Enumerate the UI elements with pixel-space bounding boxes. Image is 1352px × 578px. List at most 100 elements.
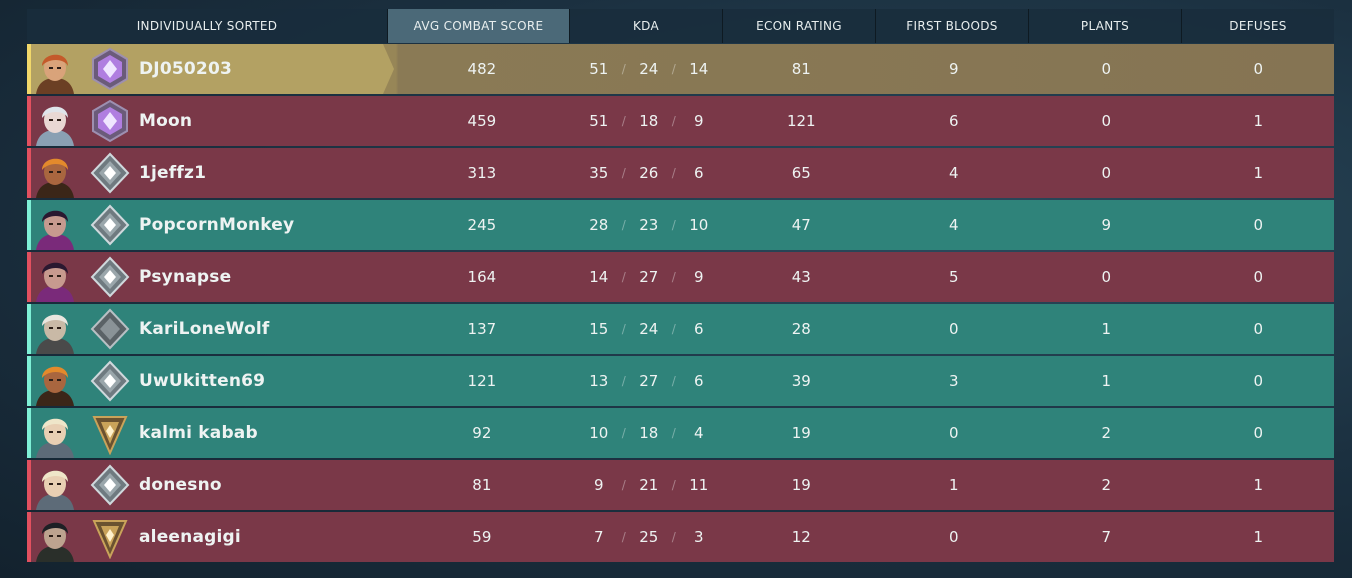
player-name[interactable]: KariLoneWolf bbox=[139, 319, 270, 339]
player-row-6[interactable]: UwUkitten69 121 13 / 27 / 6 39 3 1 0 bbox=[27, 356, 1334, 406]
first-bloods-value: 4 bbox=[948, 164, 959, 182]
ascendant-rank-icon bbox=[85, 44, 135, 94]
kda-separator: / bbox=[671, 374, 676, 388]
player-name[interactable]: aleenagigi bbox=[139, 527, 241, 547]
header-defuses[interactable]: DEFUSES bbox=[1182, 9, 1334, 43]
header-econ[interactable]: ECON RATING bbox=[723, 9, 876, 43]
first-bloods-value: 0 bbox=[948, 320, 959, 338]
acs-value: 164 bbox=[467, 268, 497, 286]
player-name[interactable]: 1jeffz1 bbox=[139, 163, 207, 183]
header-acs[interactable]: AVG COMBAT SCORE bbox=[388, 9, 570, 43]
defuses-value: 0 bbox=[1253, 268, 1263, 286]
kda-separator: / bbox=[671, 114, 676, 128]
player-rows: DJ050203 482 51 / 24 / 14 81 9 0 0 Moon … bbox=[27, 44, 1334, 562]
acs-value: 137 bbox=[467, 320, 497, 338]
deaths-value: 21 bbox=[639, 476, 659, 494]
acs-value: 245 bbox=[467, 216, 497, 234]
player-row-1[interactable]: Moon 459 51 / 18 / 9 121 6 0 1 bbox=[27, 96, 1334, 146]
kda-separator: / bbox=[621, 374, 626, 388]
kda-value: 13 / 27 / 6 bbox=[573, 372, 725, 390]
kda-value: 10 / 18 / 4 bbox=[573, 424, 725, 442]
player-row-3[interactable]: PopcornMonkey 245 28 / 23 / 10 47 4 9 0 bbox=[27, 200, 1334, 250]
scoreboard: INDIVIDUALLY SORTED AVG COMBAT SCORE KDA… bbox=[27, 9, 1334, 564]
header-plants[interactable]: PLANTS bbox=[1029, 9, 1182, 43]
kills-value: 28 bbox=[589, 216, 609, 234]
player-name[interactable]: Psynapse bbox=[139, 267, 232, 287]
assists-value: 6 bbox=[694, 164, 704, 182]
kda-separator: / bbox=[621, 426, 626, 440]
kills-value: 14 bbox=[589, 268, 609, 286]
player-row-5[interactable]: KariLoneWolf 137 15 / 24 / 6 28 0 1 0 bbox=[27, 304, 1334, 354]
assists-value: 4 bbox=[694, 424, 704, 442]
acs-value: 59 bbox=[472, 528, 492, 546]
plants-value: 0 bbox=[1101, 268, 1112, 286]
kills-value: 9 bbox=[594, 476, 604, 494]
deaths-value: 27 bbox=[639, 268, 659, 286]
deaths-value: 26 bbox=[639, 164, 659, 182]
econ-value: 47 bbox=[791, 216, 811, 234]
kda-separator: / bbox=[621, 270, 626, 284]
kda-value: 28 / 23 / 10 bbox=[573, 216, 725, 234]
player-row-7[interactable]: kalmi kabab 92 10 / 18 / 4 19 0 2 0 bbox=[27, 408, 1334, 458]
kills-value: 35 bbox=[589, 164, 609, 182]
header-first-bloods[interactable]: FIRST BLOODS bbox=[876, 9, 1029, 43]
deaths-value: 24 bbox=[639, 320, 659, 338]
kda-value: 51 / 18 / 9 bbox=[573, 112, 725, 130]
first-bloods-value: 1 bbox=[948, 476, 959, 494]
gold-rank-icon bbox=[85, 512, 135, 562]
first-bloods-value: 5 bbox=[948, 268, 959, 286]
acs-value: 459 bbox=[467, 112, 497, 130]
first-bloods-value: 9 bbox=[948, 60, 959, 78]
kda-value: 51 / 24 / 14 bbox=[573, 60, 725, 78]
player-name[interactable]: UwUkitten69 bbox=[139, 371, 266, 391]
assists-value: 9 bbox=[694, 268, 704, 286]
plants-value: 9 bbox=[1101, 216, 1112, 234]
player-name[interactable]: DJ050203 bbox=[139, 59, 233, 79]
player-row-8[interactable]: donesno 81 9 / 21 / 11 19 1 2 1 bbox=[27, 460, 1334, 510]
plants-value: 2 bbox=[1101, 476, 1112, 494]
header-kda[interactable]: KDA bbox=[570, 9, 723, 43]
player-row-4[interactable]: Psynapse 164 14 / 27 / 9 43 5 0 0 bbox=[27, 252, 1334, 302]
econ-value: 39 bbox=[791, 372, 811, 390]
ascendant-rank-icon bbox=[85, 96, 135, 146]
player-row-2[interactable]: 1jeffz1 313 35 / 26 / 6 65 4 0 1 bbox=[27, 148, 1334, 198]
player-name[interactable]: Moon bbox=[139, 111, 193, 131]
assists-value: 6 bbox=[694, 372, 704, 390]
econ-value: 43 bbox=[791, 268, 811, 286]
defuses-value: 1 bbox=[1253, 164, 1263, 182]
kda-separator: / bbox=[621, 114, 626, 128]
platinum-rank-icon bbox=[85, 252, 135, 302]
econ-value: 19 bbox=[791, 424, 811, 442]
deaths-value: 25 bbox=[639, 528, 659, 546]
reyna-portrait bbox=[31, 252, 79, 302]
reyna-portrait bbox=[31, 200, 79, 250]
kda-value: 9 / 21 / 11 bbox=[573, 476, 725, 494]
assists-value: 11 bbox=[689, 476, 709, 494]
plants-value: 0 bbox=[1101, 112, 1112, 130]
kda-separator: / bbox=[671, 166, 676, 180]
kda-value: 14 / 27 / 9 bbox=[573, 268, 725, 286]
player-name[interactable]: donesno bbox=[139, 475, 222, 495]
defuses-value: 0 bbox=[1253, 372, 1263, 390]
acs-value: 313 bbox=[467, 164, 497, 182]
kda-separator: / bbox=[621, 530, 626, 544]
plants-value: 1 bbox=[1101, 320, 1112, 338]
deaths-value: 24 bbox=[639, 60, 659, 78]
deaths-value: 27 bbox=[639, 372, 659, 390]
player-row-9[interactable]: aleenagigi 59 7 / 25 / 3 12 0 7 1 bbox=[27, 512, 1334, 562]
sova-portrait bbox=[31, 460, 79, 510]
kills-value: 15 bbox=[589, 320, 609, 338]
header-sort-label[interactable]: INDIVIDUALLY SORTED bbox=[27, 9, 388, 43]
kills-value: 13 bbox=[589, 372, 609, 390]
player-name[interactable]: PopcornMonkey bbox=[139, 215, 295, 235]
player-row-0[interactable]: DJ050203 482 51 / 24 / 14 81 9 0 0 bbox=[27, 44, 1334, 94]
plants-value: 7 bbox=[1101, 528, 1112, 546]
player-name[interactable]: kalmi kabab bbox=[139, 423, 258, 443]
econ-value: 81 bbox=[791, 60, 811, 78]
jett-portrait bbox=[31, 96, 79, 146]
raze-portrait bbox=[31, 356, 79, 406]
econ-value: 121 bbox=[786, 112, 816, 130]
first-bloods-value: 0 bbox=[948, 528, 959, 546]
plants-value: 2 bbox=[1101, 424, 1112, 442]
econ-value: 19 bbox=[791, 476, 811, 494]
